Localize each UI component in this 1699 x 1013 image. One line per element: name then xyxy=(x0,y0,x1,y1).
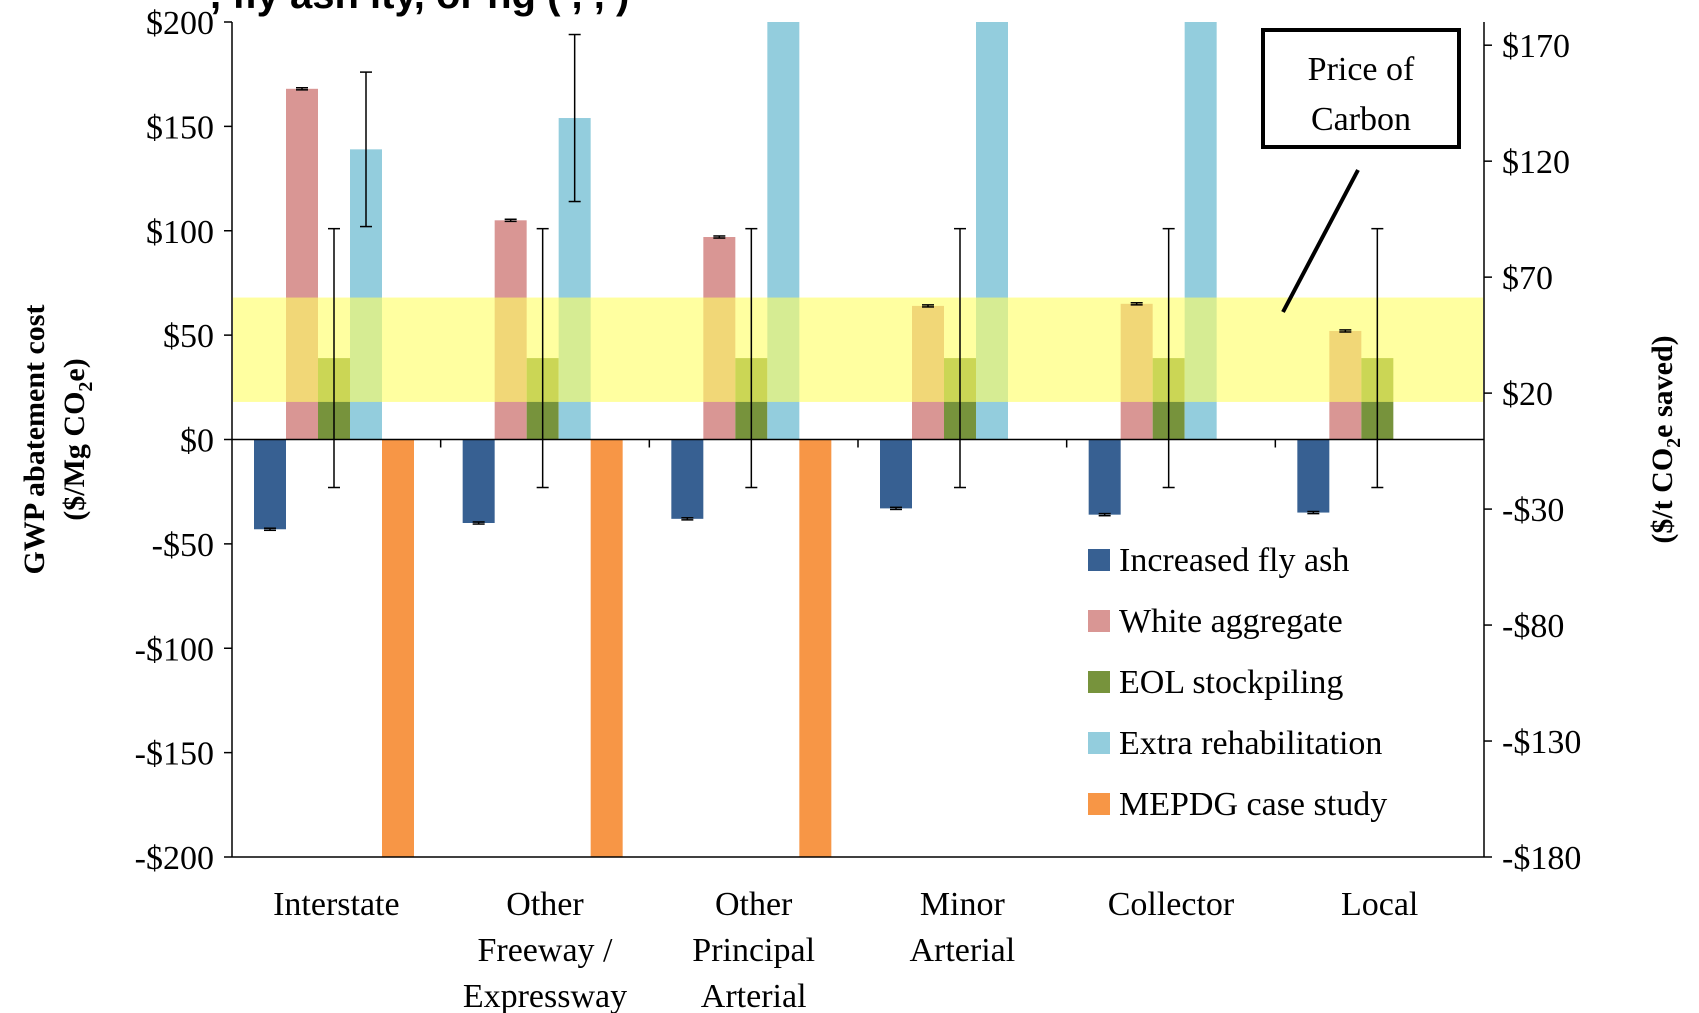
legend-label-1: White aggregate xyxy=(1119,603,1343,640)
y-tick-label-1: -$150 xyxy=(135,736,214,773)
y2-axis-title: ($/t CO2e saved) xyxy=(1646,335,1685,543)
legend-swatch-2 xyxy=(1088,671,1110,693)
legend-label-4: MEPDG case study xyxy=(1119,786,1387,823)
bar-0-5 xyxy=(1297,439,1330,513)
y-axis-title-line1: GWP abatement cost xyxy=(18,305,51,575)
legend: Increased fly ash White aggregate EOL stoc… xyxy=(1088,542,1387,823)
y2-tick-label-1: $120 xyxy=(1502,144,1570,181)
error-bars-layer xyxy=(264,33,1384,532)
axes-layer: -$200 -$150 -$100 -$50 $0 $50 $100 $150 $200 $170… xyxy=(18,5,1685,1013)
legend-label-3: Extra rehabilitation xyxy=(1119,725,1382,762)
y2-tick-label-6: -$130 xyxy=(1502,724,1581,761)
y-tick-label-2: -$100 xyxy=(135,631,214,668)
chart-title-text: , fly ash ity, or ng ( , , ) xyxy=(210,0,629,17)
y-tick-label-7: $150 xyxy=(146,109,214,146)
price-of-carbon-band xyxy=(233,297,1483,402)
y-axis-title-line2: ($/Mg CO2e) xyxy=(58,358,97,520)
price-band-layer xyxy=(233,297,1483,402)
bar-0-1 xyxy=(462,439,495,523)
bar-4-0 xyxy=(382,439,414,857)
legend-label-2: EOL stockpiling xyxy=(1119,664,1343,701)
y2-tick-label-2: $70 xyxy=(1502,260,1553,297)
chart-title-fragment: , fly ash ity, or ng ( , , ) xyxy=(210,0,629,17)
y-tick-label-5: $50 xyxy=(163,318,214,355)
y-tick-label-8: $200 xyxy=(146,5,214,42)
y2-tick-label-7: -$180 xyxy=(1502,840,1581,877)
legend-swatch-3 xyxy=(1088,732,1110,754)
category-label-3: Minor Arterial xyxy=(909,886,1015,969)
y-tick-label-3: -$50 xyxy=(152,527,214,564)
callout-pointer xyxy=(1281,169,1360,313)
y2-tick-label-0: $170 xyxy=(1502,28,1570,65)
bar-0-2 xyxy=(671,439,704,519)
legend-swatch-1 xyxy=(1088,610,1110,632)
category-label-5: Local xyxy=(1341,886,1418,923)
category-label-0: Interstate xyxy=(273,886,400,923)
bar-0-3 xyxy=(880,439,912,509)
category-label-2: Other Principal Arterial xyxy=(692,886,815,1013)
y2-tick-label-4: -$30 xyxy=(1502,492,1564,529)
y-tick-label-0: -$200 xyxy=(135,840,214,877)
bar-0-0 xyxy=(254,439,286,530)
y2-tick-label-3: $20 xyxy=(1502,376,1553,413)
y2-tick-label-5: -$80 xyxy=(1502,608,1564,645)
y-tick-label-4: $0 xyxy=(180,423,214,460)
bar-4-1 xyxy=(590,439,623,857)
category-label-4: Collector xyxy=(1108,886,1235,923)
callout-text: Price of Carbon xyxy=(1308,51,1415,138)
price-callout: Price of Carbon xyxy=(1261,28,1461,313)
bar-0-4 xyxy=(1088,439,1121,515)
legend-swatch-0 xyxy=(1088,549,1110,571)
callout-box xyxy=(1261,28,1461,149)
y-tick-label-6: $100 xyxy=(146,214,214,251)
legend-swatch-4 xyxy=(1088,793,1110,815)
legend-label-0: Increased fly ash xyxy=(1119,542,1349,579)
category-label-1: Other Freeway / Expressway xyxy=(463,886,627,1013)
bar-4-2 xyxy=(799,439,832,857)
